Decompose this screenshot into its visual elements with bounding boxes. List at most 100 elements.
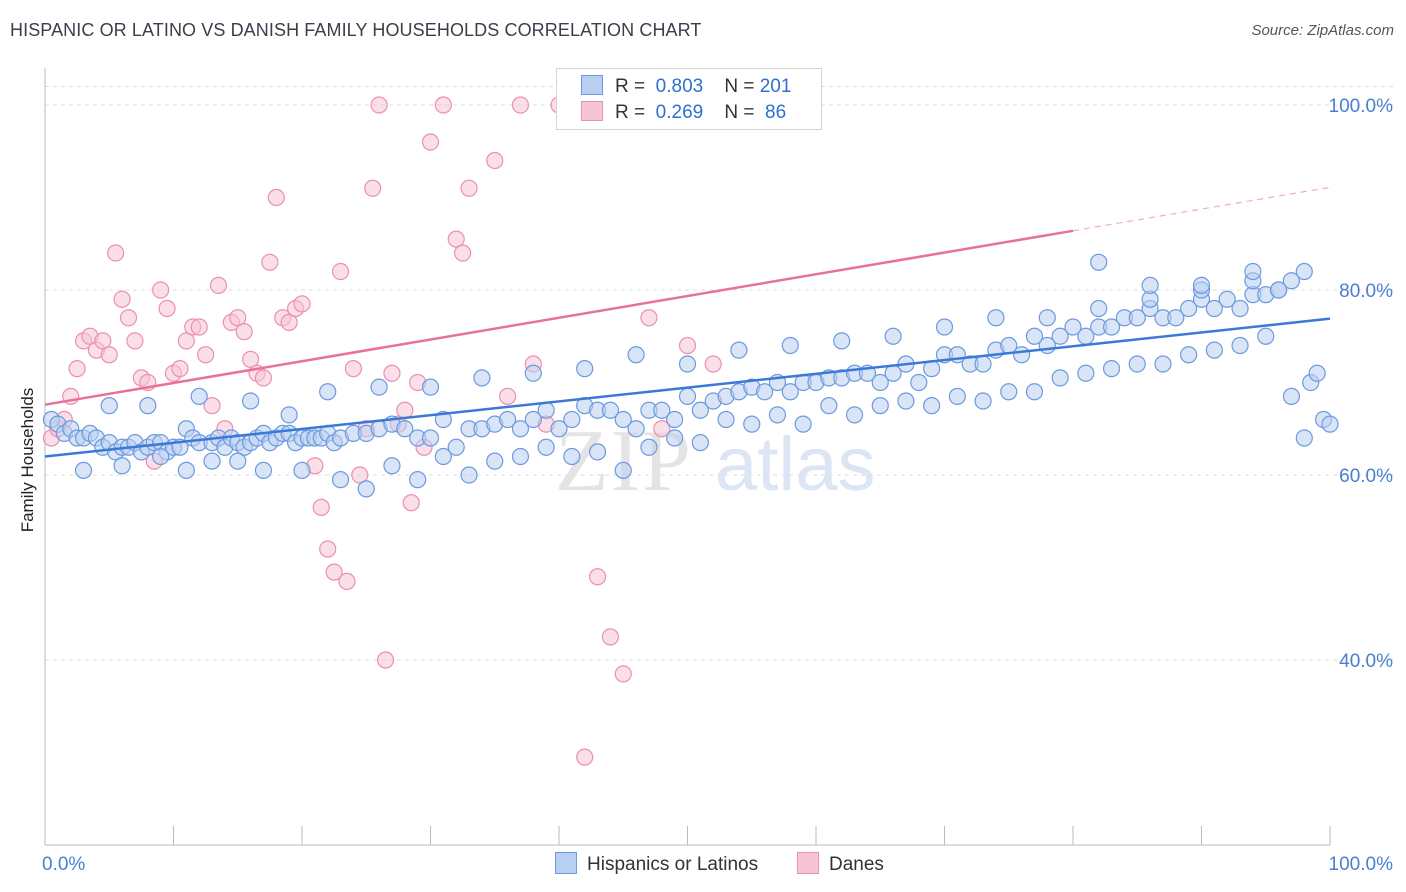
- dane-point: [119, 309, 138, 327]
- hispanic-point: [1192, 276, 1211, 294]
- dane-point: [190, 318, 208, 336]
- hispanic-point: [1321, 415, 1339, 433]
- hispanic-point: [987, 309, 1005, 327]
- hispanic-point: [1102, 360, 1121, 378]
- hispanic-point: [588, 443, 607, 461]
- dane-point: [152, 281, 170, 299]
- dane-point: [209, 276, 228, 294]
- hispanic-point: [396, 420, 414, 438]
- dane-point: [254, 369, 273, 387]
- bottom-swatch-pink: [797, 852, 819, 874]
- dane-point: [486, 151, 504, 170]
- hispanic-point: [1064, 318, 1082, 336]
- hispanic-point: [1141, 276, 1159, 294]
- hispanic-point: [717, 410, 735, 429]
- hispanic-point: [1308, 364, 1326, 382]
- hispanic-point: [1218, 290, 1236, 308]
- trend-lines: [44, 186, 1331, 458]
- hispanic-point: [666, 429, 684, 447]
- hispanic-point: [1167, 309, 1185, 327]
- hispanic-point: [678, 387, 697, 405]
- dane-point: [100, 346, 118, 364]
- hispanic-point: [139, 397, 157, 415]
- hispanic-point: [447, 438, 465, 456]
- hispanic-point: [319, 383, 337, 401]
- hispanic-point: [1090, 253, 1108, 271]
- correlation-legend: R = 0.803 N = 201 R = 0.269 N = 86: [556, 68, 822, 130]
- legend-swatch-blue: [581, 75, 603, 95]
- hispanic-point: [884, 327, 902, 345]
- dane-point: [396, 401, 414, 419]
- hispanic-point: [948, 387, 966, 405]
- source-label: Source: ZipAtlas.com: [1251, 22, 1394, 39]
- hispanic-point: [1180, 346, 1198, 364]
- legend-n-label: N =: [724, 102, 755, 123]
- hispanic-point: [486, 452, 504, 470]
- hispanic-point: [1090, 299, 1108, 318]
- hispanic-point: [370, 378, 388, 396]
- hispanic-point: [691, 401, 709, 419]
- dane-point: [267, 188, 285, 207]
- dane-point: [242, 350, 260, 368]
- dane-point: [171, 360, 189, 378]
- hispanic-point: [833, 332, 851, 350]
- legend-r-label: R =: [615, 102, 646, 123]
- hispanic-point: [280, 406, 298, 424]
- dane-point: [107, 244, 125, 262]
- gridlines: [45, 86, 1395, 661]
- hispanic-point: [1257, 327, 1275, 345]
- hispanic-point: [499, 410, 517, 429]
- dane-point: [319, 540, 337, 558]
- hispanic-point: [601, 401, 620, 419]
- hispanic-point: [845, 406, 864, 424]
- hispanic-point: [781, 383, 799, 401]
- hispanic-point: [524, 410, 542, 429]
- hispanic-point: [1244, 262, 1262, 281]
- hispanic-point: [331, 471, 350, 489]
- dane-trend-line-dashed: [1072, 186, 1331, 232]
- x-tick-labels: 0.0% 100.0%: [42, 854, 1393, 875]
- hispanic-point: [1128, 355, 1146, 373]
- hispanic-point: [113, 457, 131, 475]
- hispanic-point: [1012, 346, 1031, 364]
- hispanic-point: [511, 420, 530, 438]
- hispanic-point: [100, 397, 118, 415]
- dane-point: [351, 466, 369, 484]
- hispanic-point: [421, 429, 440, 447]
- hispanic-point: [511, 447, 530, 466]
- hispanic-point: [524, 364, 542, 382]
- dane-point: [678, 336, 697, 355]
- hispanic-point: [1128, 309, 1146, 327]
- dane-point: [376, 651, 395, 669]
- hispanic-point: [614, 461, 632, 479]
- hispanic-point: [1295, 429, 1313, 447]
- hispanic-point: [1051, 369, 1069, 387]
- dane-point: [177, 332, 195, 350]
- dane-point: [460, 179, 478, 197]
- legend-r-value-hispanics: 0.803: [655, 76, 704, 97]
- dane-point: [68, 360, 86, 378]
- hispanic-point: [691, 434, 709, 452]
- hispanic-point: [357, 480, 375, 498]
- dane-point: [499, 387, 517, 405]
- hispanic-point: [409, 471, 427, 489]
- hispanic-point: [1102, 318, 1121, 336]
- dane-point: [588, 568, 607, 586]
- dane-point: [364, 179, 382, 197]
- legend-label-hispanics: Hispanics or Latinos: [587, 854, 759, 875]
- watermark: ZIP atlas: [555, 413, 876, 510]
- hispanic-point: [1231, 336, 1249, 355]
- hispanic-point: [910, 373, 928, 392]
- hispanic-point: [563, 447, 581, 466]
- dane-point: [402, 494, 420, 512]
- x-tick-label: 0.0%: [42, 854, 85, 875]
- hispanic-point: [743, 415, 761, 433]
- hispanic-point: [1025, 327, 1044, 345]
- hispanic-point: [666, 410, 684, 429]
- dane-point: [197, 346, 215, 364]
- y-tick-label: 80.0%: [1339, 281, 1393, 302]
- legend-label-danes: Danes: [829, 854, 884, 875]
- hispanic-point: [1000, 383, 1018, 401]
- dane-point: [261, 253, 279, 271]
- hispanic-point: [177, 461, 195, 479]
